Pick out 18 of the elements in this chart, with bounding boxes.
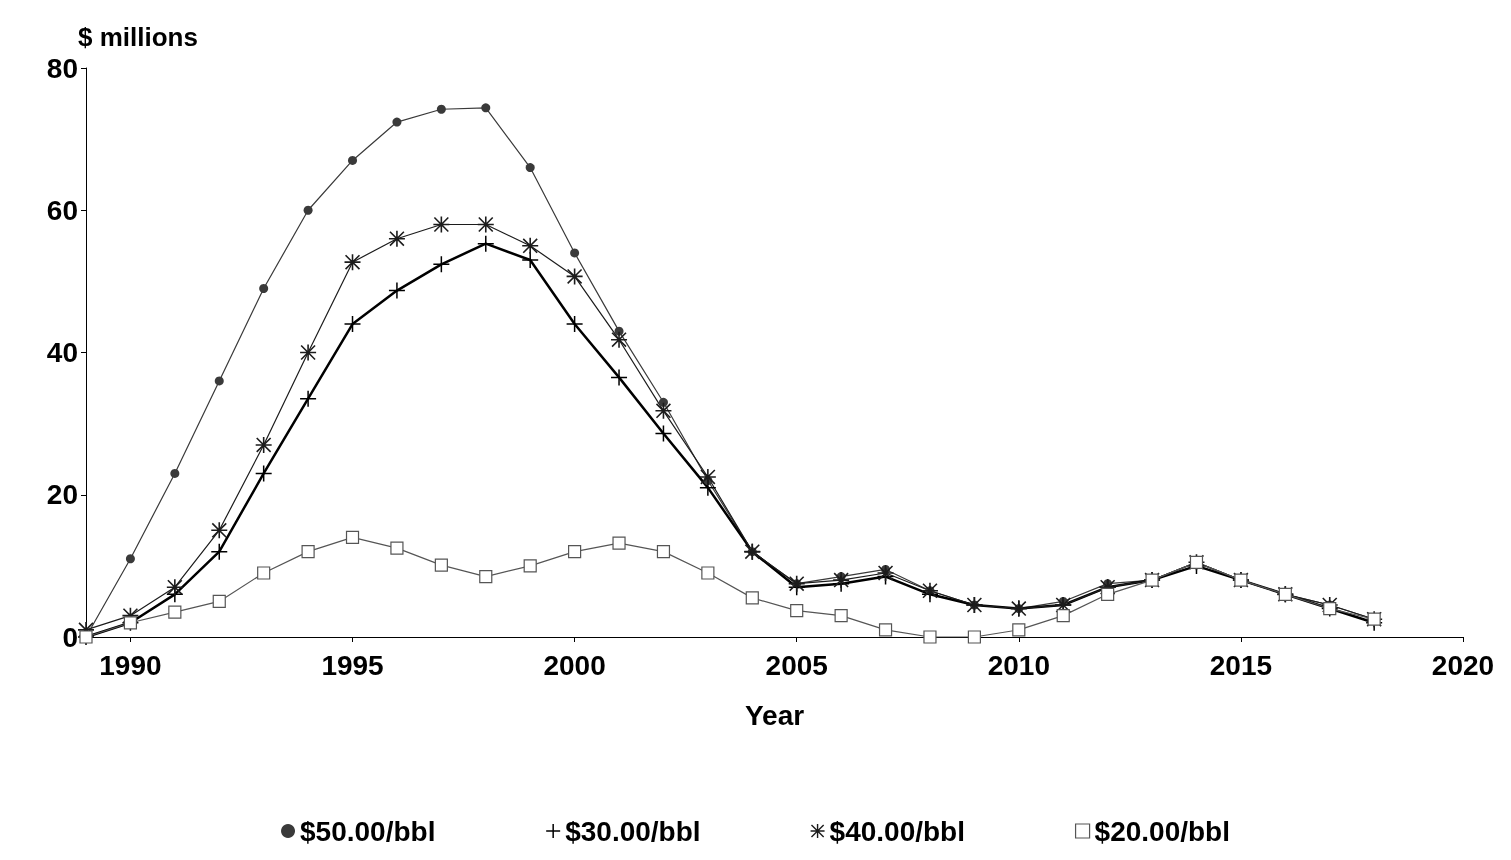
y-tick-label: 0 [62, 621, 78, 653]
y-axis-title: $ millions [78, 22, 198, 52]
x-tick-label: 2010 [987, 649, 1050, 681]
x-tick-label: 2000 [543, 649, 606, 681]
y-tick-label: 60 [46, 194, 78, 226]
x-tick-label: 2005 [765, 649, 828, 681]
x-tick-label: 2015 [1209, 649, 1273, 681]
x-tick-label: 1990 [99, 649, 162, 681]
legend-label: $40.00/bbl [829, 815, 965, 847]
y-tick-label: 20 [46, 479, 78, 511]
legend-label: $30.00/bbl [565, 815, 701, 847]
y-tick-label: 40 [46, 337, 78, 368]
legend-label: $50.00/bbl [300, 815, 436, 847]
y-tick-label: 80 [46, 52, 78, 84]
legend-label: $20.00/bbl [1094, 815, 1230, 847]
x-axis-title: Year [744, 699, 805, 731]
x-tick-label: 1995 [321, 649, 384, 681]
x-tick-label: 2020 [1431, 649, 1495, 681]
